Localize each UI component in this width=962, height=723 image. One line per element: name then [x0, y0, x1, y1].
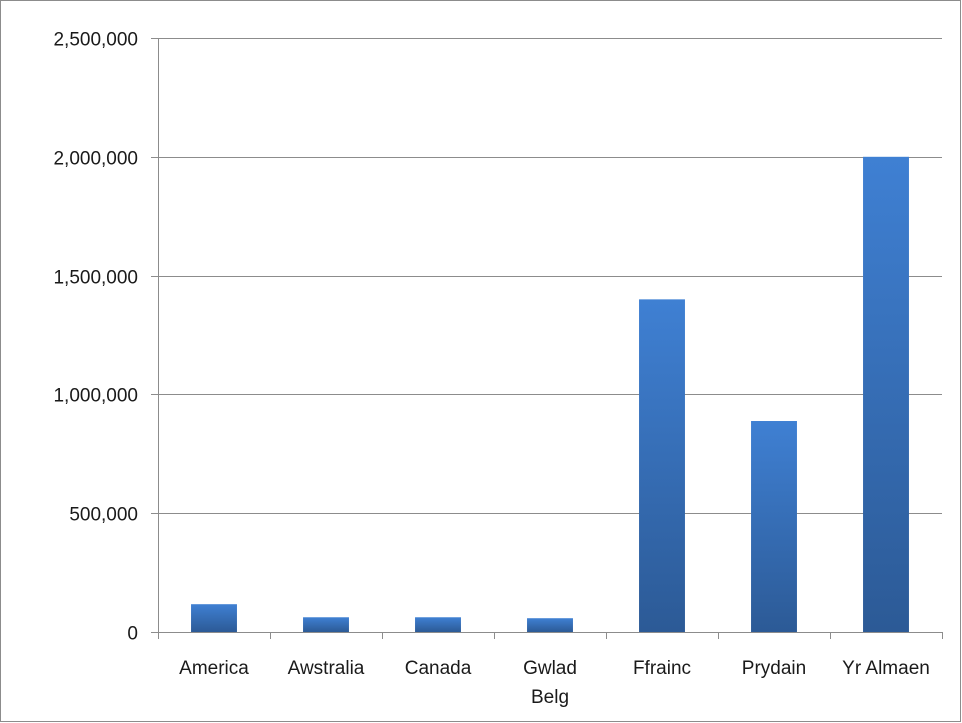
bar-awstralia: [303, 617, 349, 632]
bar-yr-almaen: [863, 156, 909, 633]
x-tick-label: Gwlad: [523, 658, 577, 679]
x-tick-label: Yr Almaen: [842, 658, 930, 679]
y-tick-label: 1,500,000: [53, 268, 138, 289]
x-tick-label: Belg: [531, 687, 569, 708]
bar-prydain: [751, 421, 797, 632]
y-tick-label: 2,500,000: [53, 30, 138, 51]
y-tick-label: 0: [127, 624, 138, 645]
axes: [151, 38, 943, 639]
bars: [191, 156, 909, 633]
y-tick-label: 2,000,000: [53, 149, 138, 170]
bar-gwlad-belg: [527, 618, 573, 632]
y-tick-label: 500,000: [69, 505, 138, 526]
bar-america: [191, 604, 237, 632]
gridlines: [158, 38, 942, 514]
bar-canada: [415, 617, 461, 632]
x-tick-label: Awstralia: [288, 658, 365, 679]
bar-ffrainc: [639, 299, 685, 632]
y-tick-label: 1,000,000: [53, 386, 138, 407]
x-tick-label: Canada: [405, 658, 472, 679]
x-tick-label: America: [179, 658, 249, 679]
x-tick-label: Ffrainc: [633, 658, 691, 679]
tick-labels: 0 500,000 1,000,000 1,500,000 2,000,000 2,500…: [53, 30, 929, 709]
x-tick-label: Prydain: [742, 658, 806, 679]
